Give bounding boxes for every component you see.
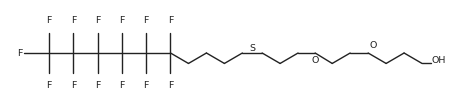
Text: F: F — [17, 49, 22, 57]
Text: F: F — [95, 81, 101, 90]
Text: F: F — [71, 81, 76, 90]
Text: F: F — [120, 81, 124, 90]
Text: F: F — [168, 81, 173, 90]
Text: O: O — [370, 41, 377, 50]
Text: F: F — [71, 16, 76, 25]
Text: OH: OH — [432, 56, 446, 65]
Text: F: F — [168, 16, 173, 25]
Text: O: O — [312, 56, 319, 65]
Text: F: F — [46, 16, 52, 25]
Text: F: F — [46, 81, 52, 90]
Text: F: F — [95, 16, 101, 25]
Text: F: F — [143, 16, 149, 25]
Text: S: S — [249, 44, 255, 53]
Text: F: F — [143, 81, 149, 90]
Text: F: F — [120, 16, 124, 25]
